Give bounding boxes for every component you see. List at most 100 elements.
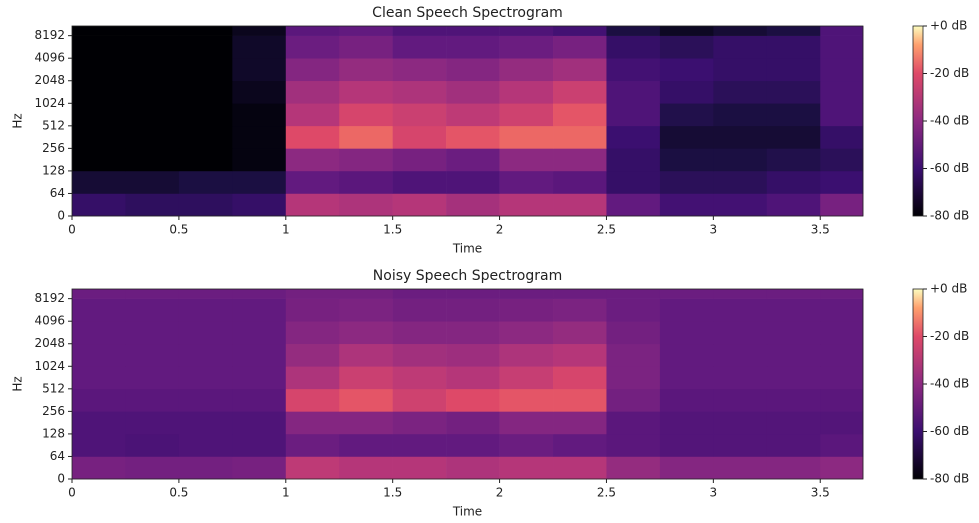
heat-cell bbox=[339, 125, 393, 149]
heat-cell bbox=[339, 388, 393, 412]
heat-cell bbox=[766, 343, 821, 367]
heat-cell bbox=[766, 193, 821, 217]
heat-cell bbox=[766, 35, 821, 59]
heat-cell bbox=[659, 388, 714, 412]
heat-cell bbox=[72, 298, 126, 322]
heat-cell bbox=[553, 80, 607, 104]
heat-cell bbox=[606, 80, 661, 104]
heat-cell bbox=[125, 366, 180, 390]
heat-cell bbox=[232, 103, 287, 127]
heat-cell bbox=[820, 366, 864, 390]
heat-cell bbox=[766, 298, 821, 322]
heat-cell bbox=[72, 388, 126, 412]
colorbar-tick-label: -20 dB bbox=[930, 66, 969, 80]
heat-cell bbox=[499, 103, 554, 127]
heat-cell bbox=[553, 433, 607, 457]
colorbar-tick-label: -20 dB bbox=[930, 329, 969, 343]
x-tick-label: 2 bbox=[496, 223, 504, 237]
y-tick-label: 1024 bbox=[34, 359, 65, 373]
heat-cell bbox=[606, 125, 661, 149]
chart-title: Noisy Speech Spectrogram bbox=[373, 268, 562, 284]
heat-cell bbox=[766, 80, 821, 104]
heat-cell bbox=[178, 125, 233, 149]
heat-cell bbox=[72, 433, 126, 457]
x-tick-label: 3.5 bbox=[811, 486, 830, 500]
heat-cell bbox=[392, 388, 447, 412]
heat-cell bbox=[606, 289, 661, 299]
heat-cell bbox=[125, 58, 180, 82]
heat-cell bbox=[659, 366, 714, 390]
colorbar-tick-label: +0 dB bbox=[930, 19, 967, 33]
heat-cell bbox=[659, 80, 714, 104]
heat-cell bbox=[606, 321, 661, 345]
heat-cell bbox=[659, 35, 714, 59]
heat-cell bbox=[713, 125, 768, 149]
heat-cell bbox=[499, 433, 554, 457]
heat-cell bbox=[713, 433, 768, 457]
heat-cell bbox=[232, 321, 287, 345]
heat-cell bbox=[178, 433, 233, 457]
heat-cell bbox=[446, 321, 500, 345]
heat-cell bbox=[178, 35, 233, 59]
heat-cell bbox=[606, 298, 661, 322]
heat-cell bbox=[820, 456, 864, 480]
heat-cell bbox=[499, 35, 554, 59]
y-tick-label: 64 bbox=[50, 449, 65, 463]
colorbar bbox=[912, 25, 924, 217]
heat-cell bbox=[392, 148, 447, 172]
colorbar-tick-label: -40 dB bbox=[930, 114, 969, 128]
heat-cell bbox=[499, 125, 554, 149]
heat-cell bbox=[499, 193, 554, 217]
heat-cell bbox=[766, 321, 821, 345]
heat-cell bbox=[659, 193, 714, 217]
y-tick-label: 256 bbox=[42, 141, 65, 155]
x-tick-label: 2.5 bbox=[597, 223, 616, 237]
heat-cell bbox=[392, 103, 447, 127]
x-axis-label: Time bbox=[452, 505, 482, 519]
y-tick-label: 0 bbox=[57, 472, 65, 486]
heat-cell bbox=[713, 103, 768, 127]
heat-cell bbox=[713, 456, 768, 480]
heat-cell bbox=[766, 170, 821, 194]
heat-cell bbox=[553, 411, 607, 435]
heat-cell bbox=[392, 411, 447, 435]
heat-cell bbox=[606, 58, 661, 82]
heat-cell bbox=[339, 298, 393, 322]
heat-cell bbox=[125, 298, 180, 322]
heat-cell bbox=[499, 80, 554, 104]
y-tick-label: 8192 bbox=[34, 291, 65, 305]
heat-cell bbox=[553, 170, 607, 194]
heat-cell bbox=[553, 321, 607, 345]
colorbar-tick-label: -40 dB bbox=[930, 377, 969, 391]
heat-cell bbox=[499, 321, 554, 345]
heat-cell bbox=[72, 321, 126, 345]
heat-cell bbox=[553, 366, 607, 390]
heat-cell bbox=[766, 58, 821, 82]
heat-cell bbox=[499, 411, 554, 435]
heat-cell bbox=[606, 388, 661, 412]
heat-cell bbox=[232, 289, 287, 299]
heat-cell bbox=[178, 289, 233, 299]
y-tick-label: 64 bbox=[50, 186, 65, 200]
x-axis-label: Time bbox=[452, 242, 482, 256]
heat-cell bbox=[392, 321, 447, 345]
heat-cell bbox=[125, 321, 180, 345]
heat-cell bbox=[499, 26, 554, 36]
heat-cell bbox=[713, 170, 768, 194]
heat-cell bbox=[446, 26, 500, 36]
heat-cell bbox=[125, 103, 180, 127]
heat-cell bbox=[820, 321, 864, 345]
heat-cell bbox=[125, 26, 180, 36]
heat-cell bbox=[72, 343, 126, 367]
heat-cell bbox=[659, 26, 714, 36]
heat-cell bbox=[392, 170, 447, 194]
heat-cell bbox=[713, 289, 768, 299]
heat-cell bbox=[713, 35, 768, 59]
heat-cell bbox=[553, 125, 607, 149]
heat-cell bbox=[713, 26, 768, 36]
heat-cell bbox=[178, 148, 233, 172]
heat-cell bbox=[339, 58, 393, 82]
heat-cell bbox=[285, 298, 340, 322]
heat-cell bbox=[392, 26, 447, 36]
